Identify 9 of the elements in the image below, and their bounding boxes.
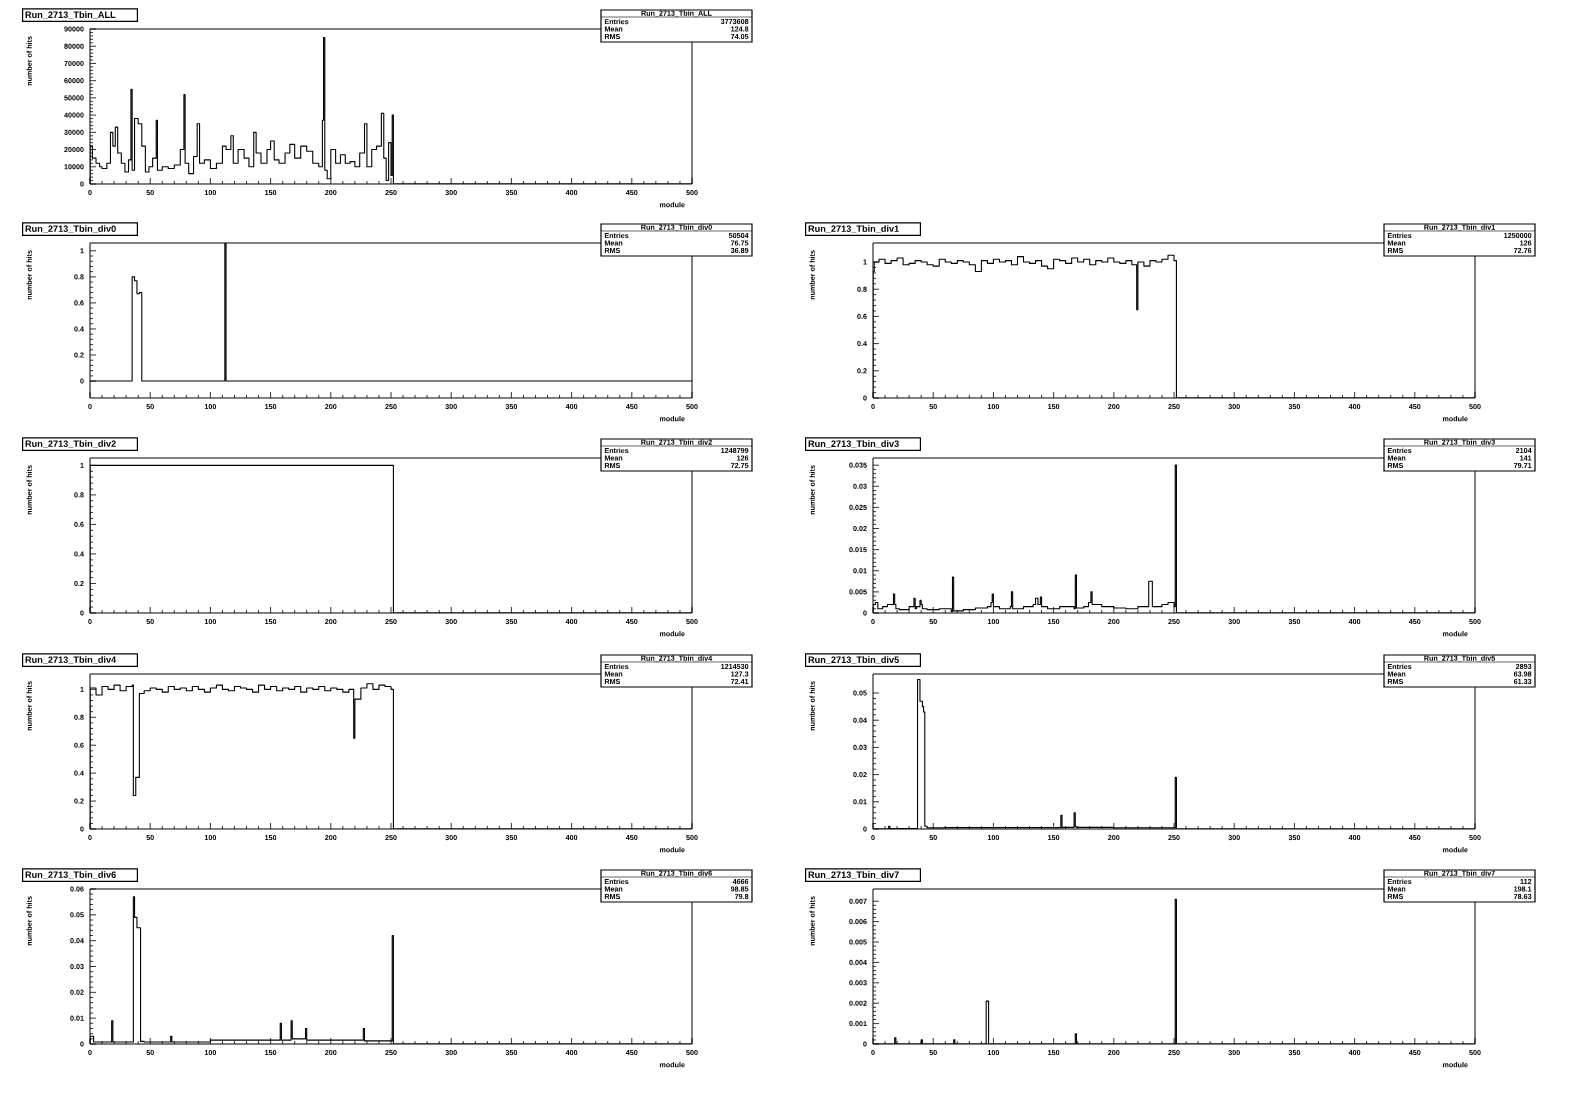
chart-title: Run_2713_Tbin_div5 <box>808 656 899 664</box>
chart-title: Run_2713_Tbin_div1 <box>808 225 899 233</box>
chart-title: Run_2713_Tbin_div7 <box>808 871 899 879</box>
chart-title: Run_2713_Tbin_div4 <box>25 656 117 664</box>
chart-title: Run_2713_Tbin_div3 <box>808 440 899 448</box>
chart-title: Run_2713_Tbin_div6 <box>25 871 116 879</box>
chart-title: Run_2713_Tbin_ALL <box>25 11 116 20</box>
chart-title: Run_2713_Tbin_div2 <box>25 440 116 448</box>
chart-title: Run_2713_Tbin_div0 <box>25 225 116 233</box>
